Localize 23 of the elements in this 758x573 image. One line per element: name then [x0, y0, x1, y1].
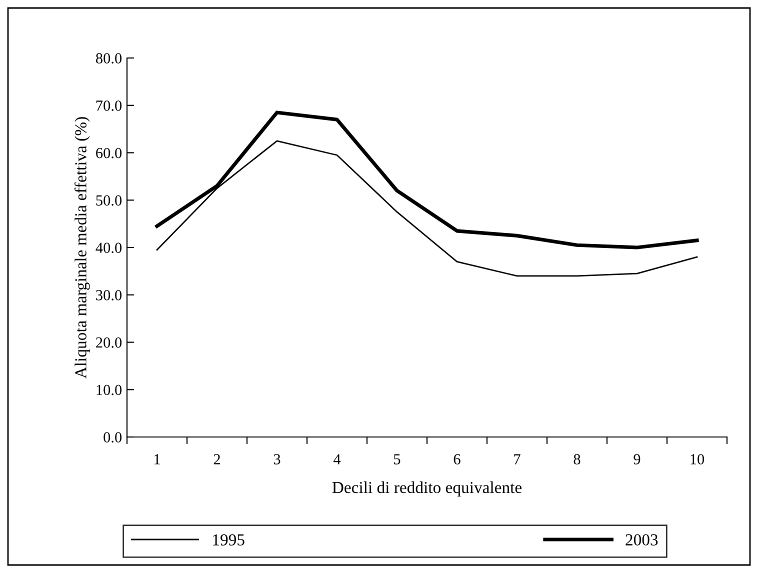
y-tick-label: 10.0	[96, 384, 122, 396]
y-tick-label: 40.0	[96, 242, 122, 254]
x-tick-label: 10	[690, 454, 704, 464]
y-tick-label: 20.0	[96, 337, 122, 348]
x-tick-label: 6	[454, 454, 460, 464]
x-axis-title: Decili di reddito equivalente	[332, 481, 522, 497]
legend-label: 2003	[626, 534, 658, 546]
x-tick-label: 8	[574, 454, 580, 464]
y-tick-label: 70.0	[96, 100, 122, 111]
y-tick-label: 30.0	[96, 290, 122, 300]
y-tick-label: 80.0	[96, 53, 122, 64]
y-axis-title: Aliquota marginale media effettiva (%)	[74, 117, 90, 378]
x-tick-label: 2	[214, 454, 220, 464]
y-tick-label: 0.0	[104, 432, 122, 443]
x-tick-label: 1	[154, 454, 160, 464]
x-tick-label: 7	[514, 454, 520, 464]
x-tick-label: 5	[394, 454, 400, 464]
x-tick-label: 3	[274, 454, 280, 464]
x-tick-label: 4	[333, 454, 341, 464]
y-tick-label: 50.0	[96, 195, 122, 206]
legend-label: 1995	[213, 534, 244, 546]
x-tick-label: 9	[634, 454, 640, 464]
y-tick-label: 60.0	[96, 148, 122, 158]
